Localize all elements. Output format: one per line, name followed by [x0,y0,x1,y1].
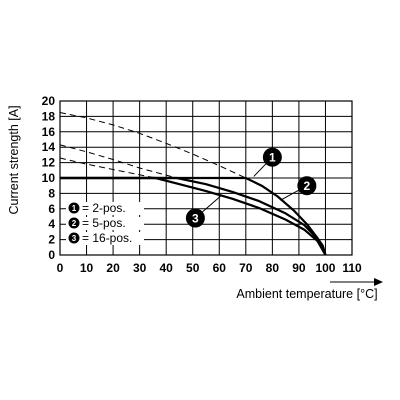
marker-number: 1 [269,151,276,165]
legend-label: = 2-pos. [82,201,126,215]
legend-item-background [66,202,144,215]
x-tick-label: 10 [80,261,94,275]
y-tick-label: 6 [48,202,55,216]
series-lines [60,176,327,256]
y-axis-title: Current strength [A] [7,105,21,214]
y-tick-label: 8 [48,186,55,200]
y-tick-label: 10 [42,171,56,185]
legend-marker-number: 2 [72,219,77,228]
legend-marker-number: 3 [72,234,77,243]
x-tick-label: 20 [106,261,120,275]
marker-number: 3 [192,212,199,226]
x-tick-label: 100 [315,261,335,275]
series-line-2 [60,176,327,256]
series-line-3 [60,176,327,256]
plot-frame [59,100,353,256]
series-line-1 [60,176,327,256]
curve-marker-2: 2 [280,176,317,201]
curve-marker-3: 3 [185,194,223,228]
extrapolation-line-2 [59,144,177,179]
extrapolation-lines [59,112,247,179]
x-tick-labels: 0 10 20 30 40 50 60 70 80 90 100 110 [57,261,362,275]
marker-circle [297,176,317,196]
legend-item-1: 1 = 2-pos. [66,201,144,215]
legend-item-background [66,232,144,245]
extrapolation-line-3 [59,157,156,179]
legend-label: = 5-pos. [82,216,126,230]
x-tick-label: 50 [186,261,200,275]
x-axis-arrow [330,278,383,286]
y-tick-label: 16 [42,125,56,139]
legend-label: = 16-pos. [82,231,132,245]
x-tick-label: 60 [213,261,227,275]
x-axis-arrow-head [374,278,383,286]
marker-circle [262,147,282,167]
extrapolation-line-1 [59,112,247,179]
legend-marker-circle [68,202,80,214]
y-tick-label: 18 [42,109,56,123]
y-tick-label: 20 [42,94,56,108]
marker-circle [185,208,205,228]
y-tick-label: 2 [48,233,55,247]
x-axis-title: Ambient temperature [°C] [236,287,377,301]
x-tick-label: 0 [57,261,64,275]
y-tick-label: 14 [42,140,56,154]
legend-marker-circle [68,232,80,244]
plot-border [59,100,353,256]
x-tick-label: 30 [133,261,147,275]
x-tick-label: 80 [266,261,280,275]
legend-item-background [66,217,144,230]
x-tick-label: 90 [292,261,306,275]
x-tick-label: 70 [239,261,253,275]
y-tick-label: 4 [48,217,55,231]
y-tick-label: 12 [42,156,56,170]
x-tick-label: 40 [160,261,174,275]
legend-marker-circle [68,217,80,229]
x-tick-label: 110 [342,261,362,275]
marker-number: 2 [304,179,311,193]
legend-item-2: 2 = 5-pos. [66,216,144,230]
legend-marker-number: 1 [72,204,77,213]
legend-item-3: 3 = 16-pos. [66,231,144,245]
curve-marker-1: 1 [253,147,282,177]
curve-markers: 1 2 3 [185,147,317,228]
legend: 1 = 2-pos. 2 = 5-pos. 3 = 16-pos. [66,201,144,245]
y-tick-label: 0 [48,248,55,262]
